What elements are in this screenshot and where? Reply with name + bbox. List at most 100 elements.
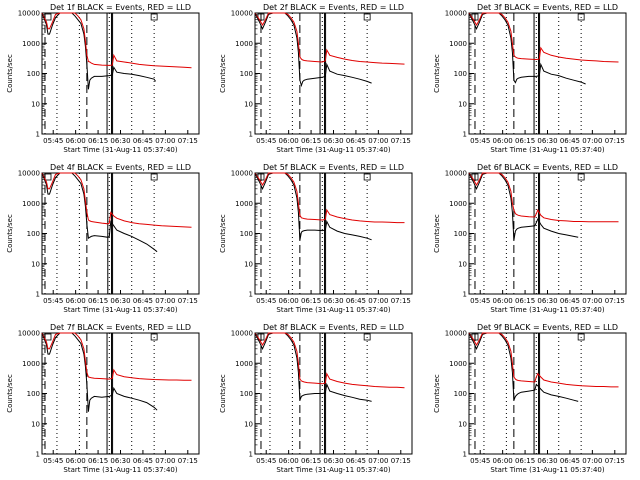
x-tick-label: 07:15 bbox=[391, 457, 411, 465]
y-tick-label: 10 bbox=[31, 100, 40, 108]
plot-frame bbox=[254, 12, 413, 135]
y-axis-label: Counts/sec bbox=[6, 54, 14, 93]
x-tick-label: 06:15 bbox=[88, 137, 108, 145]
series-line-red bbox=[41, 172, 192, 228]
corner-marker bbox=[577, 173, 585, 181]
y-axis-label: Counts/sec bbox=[219, 214, 227, 253]
series-line-black bbox=[41, 12, 157, 90]
y-tick-label: 100 bbox=[240, 70, 253, 78]
y-axis-label: Counts/sec bbox=[433, 214, 441, 253]
series-line-red bbox=[254, 172, 405, 224]
y-tick-label: 1000 bbox=[235, 200, 253, 208]
series-line-red bbox=[254, 12, 405, 65]
y-tick-label: 10 bbox=[31, 420, 40, 428]
y-tick-label: 10000 bbox=[231, 170, 253, 178]
x-tick-label: 05:45 bbox=[256, 457, 276, 465]
series-line-black bbox=[468, 172, 579, 241]
series-line-red bbox=[41, 332, 192, 381]
y-tick-label: 10000 bbox=[445, 330, 467, 338]
panel-title: Det 1f BLACK = Events, RED = LLD bbox=[50, 3, 191, 12]
x-tick-label: 07:00 bbox=[582, 137, 602, 145]
panel-title: Det 8f BLACK = Events, RED = LLD bbox=[263, 323, 404, 332]
x-tick-label: 07:15 bbox=[605, 137, 625, 145]
x-tick-label: 06:15 bbox=[515, 457, 535, 465]
x-tick-label: 06:00 bbox=[279, 297, 299, 305]
x-tick-label: 06:15 bbox=[301, 297, 321, 305]
y-tick-label: 100 bbox=[27, 230, 40, 238]
y-tick-label: 100 bbox=[454, 230, 467, 238]
y-tick-label: 10 bbox=[244, 260, 253, 268]
x-tick-label: 06:00 bbox=[66, 297, 86, 305]
y-tick-label: 1000 bbox=[22, 200, 40, 208]
x-axis-label: Start Time (31-Aug-11 05:37:40) bbox=[490, 146, 604, 154]
x-tick-label: 06:15 bbox=[88, 297, 108, 305]
plot-frame bbox=[468, 12, 627, 135]
y-tick-label: 100 bbox=[27, 390, 40, 398]
x-tick-label: 07:00 bbox=[582, 297, 602, 305]
x-tick-label: 06:30 bbox=[110, 297, 130, 305]
y-tick-label: 10000 bbox=[231, 330, 253, 338]
y-tick-label: 1000 bbox=[449, 360, 467, 368]
series-line-red bbox=[468, 12, 619, 63]
y-tick-label: 10 bbox=[244, 420, 253, 428]
x-tick-label: 07:15 bbox=[391, 297, 411, 305]
series-line-black bbox=[254, 12, 372, 88]
y-tick-label: 10 bbox=[458, 420, 467, 428]
x-tick-label: 06:45 bbox=[133, 297, 153, 305]
y-axis-label: Counts/sec bbox=[6, 214, 14, 253]
corner-marker bbox=[44, 333, 52, 341]
x-tick-label: 05:45 bbox=[43, 137, 63, 145]
corner-marker bbox=[44, 13, 52, 21]
y-tick-label: 1000 bbox=[235, 360, 253, 368]
x-tick-label: 05:45 bbox=[470, 297, 490, 305]
panel-title: Det 7f BLACK = Events, RED = LLD bbox=[50, 323, 191, 332]
x-tick-label: 07:00 bbox=[155, 137, 175, 145]
series-line-black bbox=[41, 172, 158, 253]
y-tick-label: 10 bbox=[244, 100, 253, 108]
panel-title: Det 4f BLACK = Events, RED = LLD bbox=[50, 163, 191, 172]
x-tick-label: 07:00 bbox=[368, 137, 388, 145]
x-tick-label: 06:45 bbox=[560, 297, 580, 305]
x-tick-label: 07:15 bbox=[178, 457, 198, 465]
x-tick-label: 06:00 bbox=[279, 137, 299, 145]
y-tick-label: 10000 bbox=[18, 330, 40, 338]
series-line-black bbox=[254, 172, 372, 241]
x-tick-label: 06:45 bbox=[346, 137, 366, 145]
x-tick-label: 07:15 bbox=[178, 297, 198, 305]
corner-marker bbox=[150, 173, 158, 181]
y-tick-label: 1 bbox=[249, 131, 253, 139]
x-tick-label: 06:30 bbox=[537, 137, 557, 145]
plot-frame bbox=[468, 172, 627, 295]
x-tick-label: 06:45 bbox=[133, 137, 153, 145]
x-tick-label: 07:00 bbox=[368, 457, 388, 465]
y-tick-label: 1 bbox=[463, 451, 467, 459]
x-tick-label: 06:00 bbox=[493, 137, 513, 145]
x-tick-label: 07:00 bbox=[155, 457, 175, 465]
x-tick-label: 07:15 bbox=[605, 457, 625, 465]
x-axis-label: Start Time (31-Aug-11 05:37:40) bbox=[276, 306, 390, 314]
x-tick-label: 06:15 bbox=[515, 137, 535, 145]
y-axis-label: Counts/sec bbox=[433, 374, 441, 413]
x-tick-label: 06:30 bbox=[537, 297, 557, 305]
corner-marker bbox=[577, 13, 585, 21]
panel-title: Det 3f BLACK = Events, RED = LLD bbox=[477, 3, 618, 12]
plot-frame bbox=[41, 12, 200, 135]
x-axis-label: Start Time (31-Aug-11 05:37:40) bbox=[63, 306, 177, 314]
y-tick-label: 1000 bbox=[449, 40, 467, 48]
y-tick-label: 100 bbox=[454, 70, 467, 78]
y-tick-label: 1 bbox=[36, 131, 40, 139]
corner-marker bbox=[577, 333, 585, 341]
x-tick-label: 06:00 bbox=[493, 457, 513, 465]
x-tick-label: 06:30 bbox=[323, 137, 343, 145]
x-tick-label: 05:45 bbox=[470, 137, 490, 145]
x-tick-label: 07:00 bbox=[582, 457, 602, 465]
y-tick-label: 1 bbox=[36, 451, 40, 459]
y-tick-label: 100 bbox=[27, 70, 40, 78]
y-tick-label: 100 bbox=[240, 230, 253, 238]
y-tick-label: 10 bbox=[458, 100, 467, 108]
